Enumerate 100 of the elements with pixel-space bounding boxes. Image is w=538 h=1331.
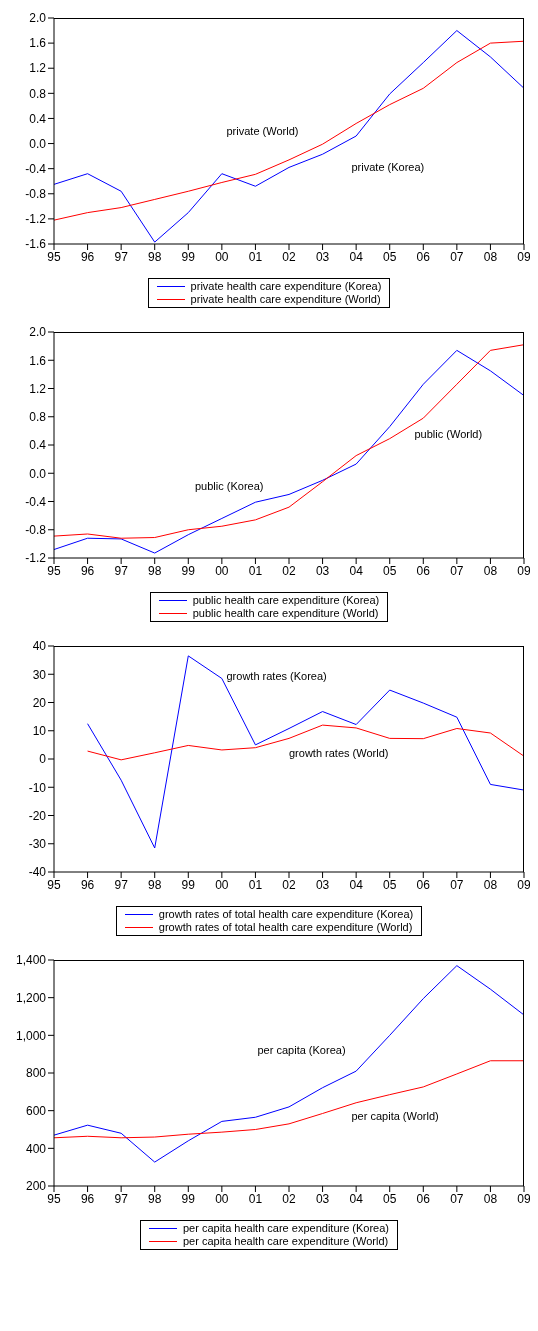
x-tick-label: 06 [416,1191,431,1206]
annotation: public (Korea) [195,479,264,492]
x-tick-label: 99 [181,563,196,578]
y-tick-label: 1.2 [29,61,47,76]
x-tick-label: 03 [315,1191,330,1206]
y-tick-label: -0.4 [25,494,47,509]
x-tick-label: 00 [215,249,229,264]
x-tick-label: 01 [248,1191,263,1206]
x-tick-label: 02 [282,563,296,578]
x-tick-label: 00 [215,877,229,892]
line-series [53,1060,525,1139]
x-tick-label: 97 [114,1191,129,1206]
x-tick-label: 95 [47,877,61,892]
y-tick-label: 0.0 [29,136,47,151]
y-tick-label: -0.4 [25,161,47,176]
x-tick-label: 97 [114,877,129,892]
x-tick-label: 07 [450,877,464,892]
x-tick-label: 96 [80,249,95,264]
x-tick-label: 01 [248,249,263,264]
x-tick-label: 07 [450,563,464,578]
y-tick-label: 1.6 [29,353,47,368]
y-tick-label: 30 [32,667,47,682]
y-tick-label: 1,000 [15,1028,47,1043]
x-tick-label: 02 [282,1191,296,1206]
legend-label: growth rates of total health care expenditure (Korea) [158,908,414,921]
x-tick-label: 07 [450,1191,464,1206]
x-tick-label: 07 [450,249,464,264]
x-tick-label: 97 [114,249,129,264]
x-tick-label: 05 [383,1191,397,1206]
x-tick-label: 98 [148,563,162,578]
y-tick-label: -1.2 [25,551,47,566]
x-tick-label: 96 [80,877,95,892]
x-tick-label: 98 [148,1191,162,1206]
y-tick-label: -30 [28,837,47,852]
y-tick-label: 1.6 [29,36,47,51]
x-tick-label: 09 [517,877,531,892]
y-tick-label: 1.2 [29,381,47,396]
x-tick-label: 99 [181,877,196,892]
x-tick-label: 98 [148,877,162,892]
x-tick-label: 96 [80,1191,95,1206]
y-tick-label: -1.2 [25,212,47,227]
y-tick-label: -10 [28,780,47,795]
x-tick-label: 04 [349,249,364,264]
annotation: public (World) [414,427,483,440]
x-tick-label: 00 [215,1191,229,1206]
x-tick-label: 06 [416,249,431,264]
legend-label: per capita health care expenditure (World) [182,1235,389,1248]
y-tick-label: -1.6 [25,237,47,252]
x-tick-label: 97 [114,563,129,578]
x-tick-label: 99 [181,249,196,264]
x-tick-label: 05 [383,249,397,264]
y-tick-label: 800 [25,1066,47,1081]
x-tick-label: 02 [282,877,296,892]
x-tick-label: 95 [47,249,61,264]
x-tick-label: 04 [349,1191,364,1206]
x-tick-label: 04 [349,563,364,578]
x-tick-label: 95 [47,563,61,578]
annotation: per capita (World) [351,1109,439,1122]
x-tick-label: 08 [483,249,498,264]
x-tick-label: 08 [483,1191,498,1206]
y-tick-label: 2.0 [29,325,47,340]
line-series [53,40,525,221]
y-tick-label: 1,200 [15,990,47,1005]
legend-label: private health care expenditure (World) [190,293,381,306]
y-tick-label: 20 [32,695,47,710]
x-tick-label: 03 [315,877,330,892]
x-tick-label: 05 [383,563,397,578]
line-series [87,724,525,761]
y-tick-label: -0.8 [25,523,47,538]
y-tick-label: -40 [28,865,47,880]
x-tick-label: 95 [47,1191,61,1206]
annotation: growth rates (World) [289,747,389,760]
y-tick-label: 600 [25,1103,47,1118]
annotation: per capita (Korea) [257,1044,346,1057]
y-tick-label: 1,400 [15,953,47,968]
x-tick-label: 01 [248,563,263,578]
x-tick-label: 02 [282,249,296,264]
x-tick-label: 09 [517,563,531,578]
y-tick-label: 0.8 [29,410,47,425]
x-tick-label: 96 [80,563,95,578]
x-tick-label: 06 [416,877,431,892]
y-tick-label: 400 [25,1141,47,1156]
legend-label: growth rates of total health care expenditure (World) [158,921,413,934]
x-tick-label: 09 [517,249,531,264]
legend-label: per capita health care expenditure (Korea) [182,1222,390,1235]
y-tick-label: 10 [32,724,47,739]
y-tick-label: 2.0 [29,11,47,26]
legend-label: public health care expenditure (Korea) [192,594,380,607]
y-tick-label: 0.4 [29,438,47,453]
annotation: growth rates (Korea) [226,669,327,682]
legend-label: public health care expenditure (World) [192,607,379,620]
x-tick-label: 05 [383,877,397,892]
x-tick-label: 03 [315,563,330,578]
y-tick-label: -20 [28,808,47,823]
line-series [87,655,525,849]
y-tick-label: 0.8 [29,86,47,101]
x-tick-label: 98 [148,249,162,264]
x-tick-label: 08 [483,877,498,892]
x-tick-label: 04 [349,877,364,892]
y-tick-label: 200 [25,1179,47,1194]
